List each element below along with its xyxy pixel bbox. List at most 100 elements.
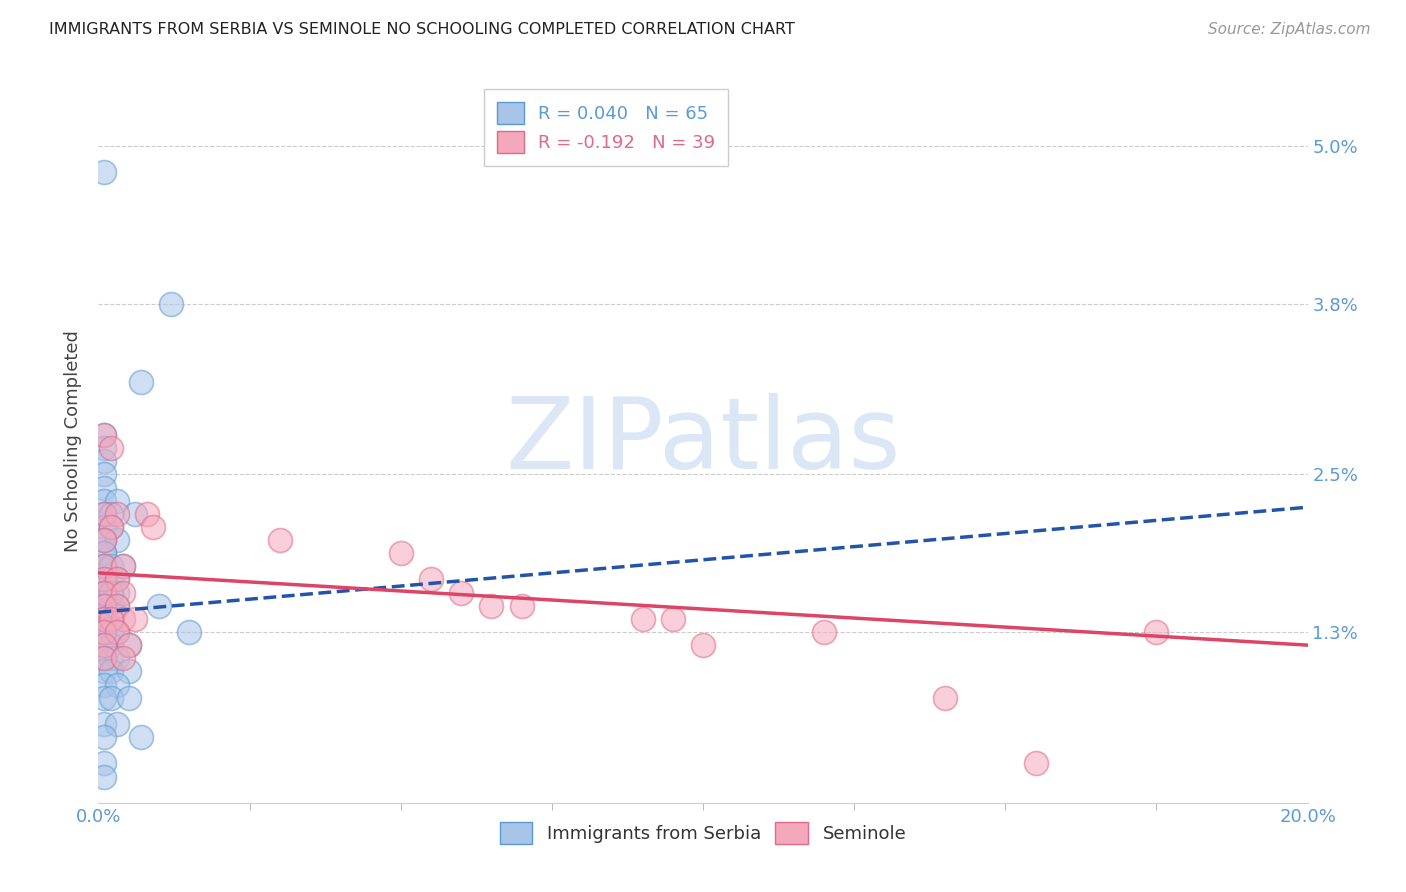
Point (93, 717, 115, 731)
Point (118, 638, 141, 652)
Point (93, 770, 115, 784)
Point (389, 546, 412, 560)
Point (93, 612, 115, 626)
Point (105, 625, 128, 640)
Point (93, 481, 115, 495)
Point (100, 625, 122, 640)
Point (269, 533, 291, 547)
Point (93, 599, 115, 613)
Point (148, 599, 170, 613)
Text: IMMIGRANTS FROM SERBIA VS SEMINOLE NO SCHOOLING COMPLETED CORRELATION CHART: IMMIGRANTS FROM SERBIA VS SEMINOLE NO SC… (49, 22, 794, 37)
Point (93, 585, 115, 599)
Point (124, 612, 146, 626)
Point (93, 599, 115, 613)
Point (93, 677, 115, 691)
Point (105, 573, 128, 587)
Point (93, 454, 115, 468)
Point (105, 507, 128, 521)
Point (179, 625, 201, 640)
Point (118, 690, 141, 705)
Text: ZIPatlas: ZIPatlas (505, 393, 901, 490)
Point (93, 585, 115, 599)
Point (93, 507, 115, 521)
Point (93, 625, 115, 640)
Point (93, 665, 115, 679)
Point (510, 599, 533, 613)
Point (93, 533, 115, 547)
Point (93, 599, 115, 613)
Y-axis label: No Schooling Completed: No Schooling Completed (65, 331, 83, 552)
Point (93, 585, 115, 599)
Point (100, 665, 122, 679)
Point (93, 573, 115, 587)
Point (100, 520, 122, 534)
Point (100, 612, 122, 626)
Text: Source: ZipAtlas.com: Source: ZipAtlas.com (1208, 22, 1371, 37)
Point (93, 651, 115, 665)
Point (813, 625, 835, 640)
Point (105, 493, 128, 508)
Point (135, 507, 157, 521)
Point (93, 428, 115, 442)
Point (450, 585, 472, 599)
Point (631, 612, 654, 626)
Point (481, 599, 503, 613)
Point (100, 651, 122, 665)
Point (100, 573, 122, 587)
Point (93, 546, 115, 560)
Point (105, 599, 128, 613)
Point (105, 677, 128, 691)
Point (93, 625, 115, 640)
Point (93, 612, 115, 626)
Point (93, 756, 115, 771)
Point (93, 625, 115, 640)
Point (100, 559, 122, 574)
Point (93, 651, 115, 665)
Point (93, 507, 115, 521)
Point (111, 651, 134, 665)
Point (111, 559, 134, 574)
Point (93, 638, 115, 652)
Point (661, 612, 683, 626)
Point (93, 559, 115, 574)
Point (111, 612, 134, 626)
Point (93, 428, 115, 442)
Point (93, 573, 115, 587)
Point (93, 165, 115, 179)
Point (692, 638, 714, 652)
Point (93, 533, 115, 547)
Point (105, 585, 128, 599)
Point (129, 376, 152, 390)
Point (93, 730, 115, 744)
Point (100, 690, 122, 705)
Point (100, 585, 122, 599)
Point (93, 467, 115, 482)
Point (93, 690, 115, 705)
Point (105, 533, 128, 547)
Point (934, 690, 956, 705)
Point (93, 520, 115, 534)
Point (1024, 756, 1046, 771)
Point (100, 638, 122, 652)
Point (1144, 625, 1167, 640)
Point (420, 573, 443, 587)
Point (100, 612, 122, 626)
Point (93, 493, 115, 508)
Point (105, 599, 128, 613)
Point (105, 573, 128, 587)
Point (100, 507, 122, 521)
Point (93, 559, 115, 574)
Point (129, 730, 152, 744)
Point (93, 612, 115, 626)
Point (100, 585, 122, 599)
Point (124, 507, 146, 521)
Point (93, 441, 115, 455)
Point (160, 296, 183, 310)
Point (111, 559, 134, 574)
Point (100, 441, 122, 455)
Point (105, 717, 128, 731)
Point (100, 599, 122, 613)
Point (100, 520, 122, 534)
Point (118, 638, 141, 652)
Point (93, 533, 115, 547)
